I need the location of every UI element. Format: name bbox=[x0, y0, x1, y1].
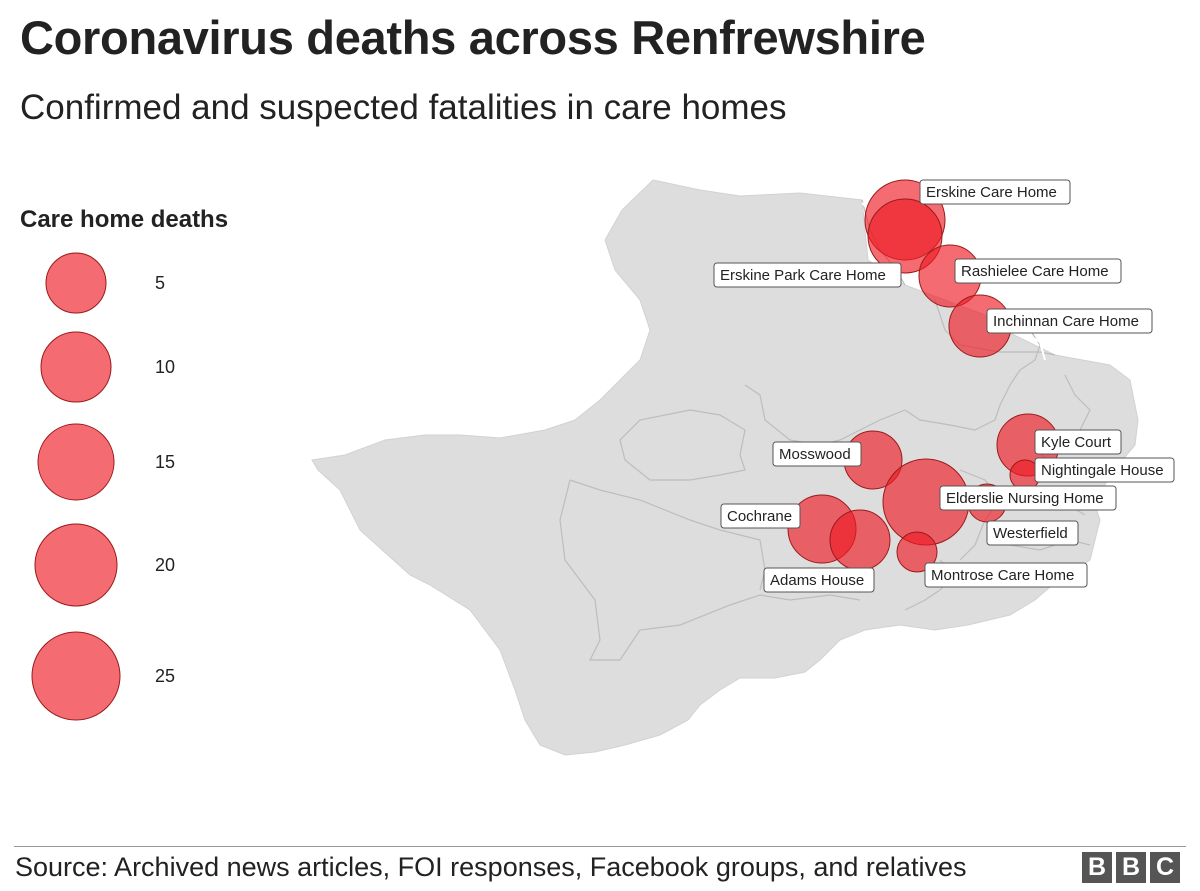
care-home-label: Erskine Park Care Home bbox=[713, 262, 902, 288]
label-box bbox=[986, 308, 1153, 334]
care-home-label: Montrose Care Home bbox=[924, 562, 1088, 588]
care-home-name: Rashielee Care Home bbox=[961, 263, 1109, 280]
care-home-name: Nightingale House bbox=[1041, 462, 1164, 479]
chart-subtitle: Confirmed and suspected fatalities in ca… bbox=[20, 88, 787, 127]
care-home-bubble bbox=[829, 509, 891, 571]
legend-circle bbox=[34, 523, 118, 607]
label-box bbox=[939, 485, 1117, 511]
label-box bbox=[954, 258, 1122, 284]
label-box bbox=[924, 562, 1088, 588]
map-canvas: 5 10 15 20 25 Erskine Care Home Erskine Park … bbox=[31, 179, 1175, 756]
care-home-label: Adams House bbox=[763, 567, 875, 593]
care-home-label: Nightingale House bbox=[1034, 457, 1175, 483]
legend-circle bbox=[40, 331, 112, 403]
legend-value: 5 bbox=[155, 273, 165, 293]
care-home-name: Erskine Care Home bbox=[926, 184, 1057, 201]
care-home-label: Elderslie Nursing Home bbox=[939, 485, 1117, 511]
care-home-bubble bbox=[896, 531, 938, 573]
legend-value: 20 bbox=[155, 555, 175, 575]
bbc-logo-letter: B bbox=[1116, 852, 1146, 883]
legend-value: 25 bbox=[155, 666, 175, 686]
care-home-name: Adams House bbox=[770, 572, 864, 589]
label-box bbox=[919, 179, 1071, 205]
label-box bbox=[720, 503, 801, 529]
renfrewshire-outline bbox=[311, 179, 1139, 756]
care-home-name: Mosswood bbox=[779, 446, 851, 463]
bbc-logo-letter: C bbox=[1150, 852, 1180, 883]
care-home-name: Erskine Park Care Home bbox=[720, 267, 886, 284]
label-box bbox=[986, 520, 1079, 546]
care-home-name: Westerfield bbox=[993, 525, 1068, 542]
care-home-label: Westerfield bbox=[986, 520, 1079, 546]
legend-circle bbox=[45, 252, 107, 314]
care-home-name: Elderslie Nursing Home bbox=[946, 490, 1104, 507]
care-home-label: Cochrane bbox=[720, 503, 801, 529]
label-box bbox=[1034, 429, 1122, 455]
source-note: Source: Archived news articles, FOI resp… bbox=[15, 852, 967, 882]
legend: 5 10 15 20 25 bbox=[31, 252, 175, 721]
label-box bbox=[772, 441, 862, 467]
footer-divider bbox=[14, 846, 1186, 847]
legend-circle bbox=[31, 631, 121, 721]
care-home-label: Erskine Care Home bbox=[919, 179, 1071, 205]
bbc-logo-letter: B bbox=[1082, 852, 1112, 883]
chart-title: Coronavirus deaths across Renfrewshire bbox=[20, 11, 926, 64]
legend-circle bbox=[37, 423, 115, 501]
care-home-name: Cochrane bbox=[727, 508, 792, 525]
care-home-bubble bbox=[867, 198, 943, 274]
bbc-logo: B B C bbox=[1082, 852, 1180, 883]
care-home-label: Kyle Court bbox=[1034, 429, 1122, 455]
care-home-label: Inchinnan Care Home bbox=[986, 308, 1153, 334]
label-box bbox=[763, 567, 875, 593]
care-home-label: Mosswood bbox=[772, 441, 862, 467]
label-box bbox=[1034, 457, 1175, 483]
legend-title: Care home deaths bbox=[20, 206, 229, 233]
care-home-name: Kyle Court bbox=[1041, 434, 1112, 451]
care-home-label: Rashielee Care Home bbox=[954, 258, 1122, 284]
care-home-name: Inchinnan Care Home bbox=[993, 313, 1139, 330]
legend-value: 10 bbox=[155, 357, 175, 377]
legend-value: 15 bbox=[155, 452, 175, 472]
care-home-name: Montrose Care Home bbox=[931, 567, 1074, 584]
care-home-labels: Erskine Care Home Erskine Park Care Home R… bbox=[713, 179, 1175, 593]
label-box bbox=[713, 262, 902, 288]
